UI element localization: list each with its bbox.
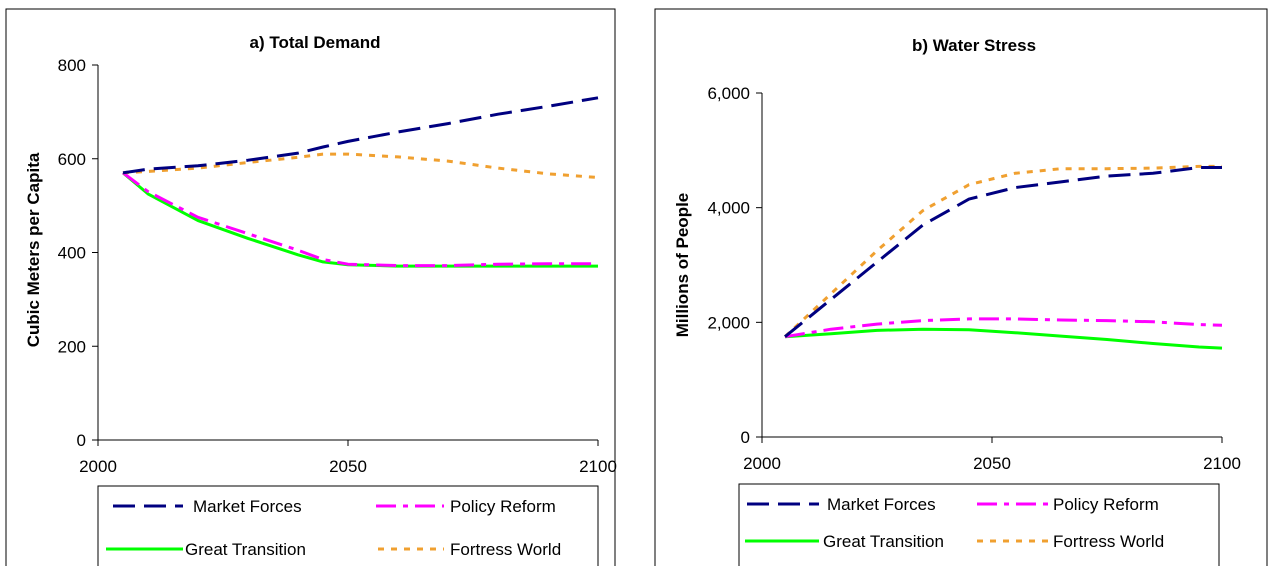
y-tick-label: 400 <box>58 244 86 263</box>
legend-label-great-transition: Great Transition <box>823 532 944 551</box>
y-tick-label: 4,000 <box>707 199 750 218</box>
x-tick-label: 2050 <box>973 454 1011 473</box>
y-tick-label: 600 <box>58 150 86 169</box>
series-line-fortress-world <box>122 152 599 179</box>
chart-title: b) Water Stress <box>912 36 1036 55</box>
legend-label-fortress-world: Fortress World <box>450 540 561 559</box>
chart-legend: Market Forces Policy Reform Great Transiti… <box>97 485 599 566</box>
y-tick-label: 800 <box>58 56 86 75</box>
x-tick-label: 2000 <box>743 454 781 473</box>
chart-legend: Market Forces Policy Reform Great Transiti… <box>738 483 1220 566</box>
chart-total-demand: a) Total Demand Cubic Meters per Capita … <box>5 8 617 566</box>
legend-label-fortress-world: Fortress World <box>1053 532 1164 551</box>
chart-frame <box>654 8 1268 566</box>
series-line-policy-reform <box>122 171 598 268</box>
series-line-fortress-world <box>783 164 1222 338</box>
y-tick-label: 0 <box>741 428 750 447</box>
y-tick-label: 0 <box>77 431 86 450</box>
x-tick-label: 2050 <box>329 457 367 476</box>
series-line-great-transition <box>122 171 598 268</box>
series-line-great-transition <box>784 327 1223 350</box>
series-line-market-forces <box>784 166 1222 338</box>
x-tick-label: 2000 <box>79 457 117 476</box>
legend-box <box>738 483 1220 566</box>
y-tick-label: 6,000 <box>707 84 750 103</box>
series-line-market-forces <box>122 96 599 175</box>
chart-title: a) Total Demand <box>250 33 381 52</box>
y-tick-label: 200 <box>58 337 86 356</box>
y-axis-label: Cubic Meters per Capita <box>24 152 43 347</box>
legend-label-policy-reform: Policy Reform <box>450 497 556 516</box>
legend-box <box>97 485 599 566</box>
chart-water-stress: b) Water Stress Millions of People 0 2,00… <box>654 8 1268 566</box>
x-tick-label: 2100 <box>1203 454 1241 473</box>
legend-label-market-forces: Market Forces <box>193 497 302 516</box>
y-tick-label: 2,000 <box>707 313 750 332</box>
x-tick-label: 2100 <box>579 457 617 476</box>
chart-frame <box>5 8 616 566</box>
y-axis-label: Millions of People <box>673 193 692 338</box>
legend-label-policy-reform: Policy Reform <box>1053 495 1159 514</box>
legend-label-great-transition: Great Transition <box>185 540 306 559</box>
legend-label-market-forces: Market Forces <box>827 495 936 514</box>
